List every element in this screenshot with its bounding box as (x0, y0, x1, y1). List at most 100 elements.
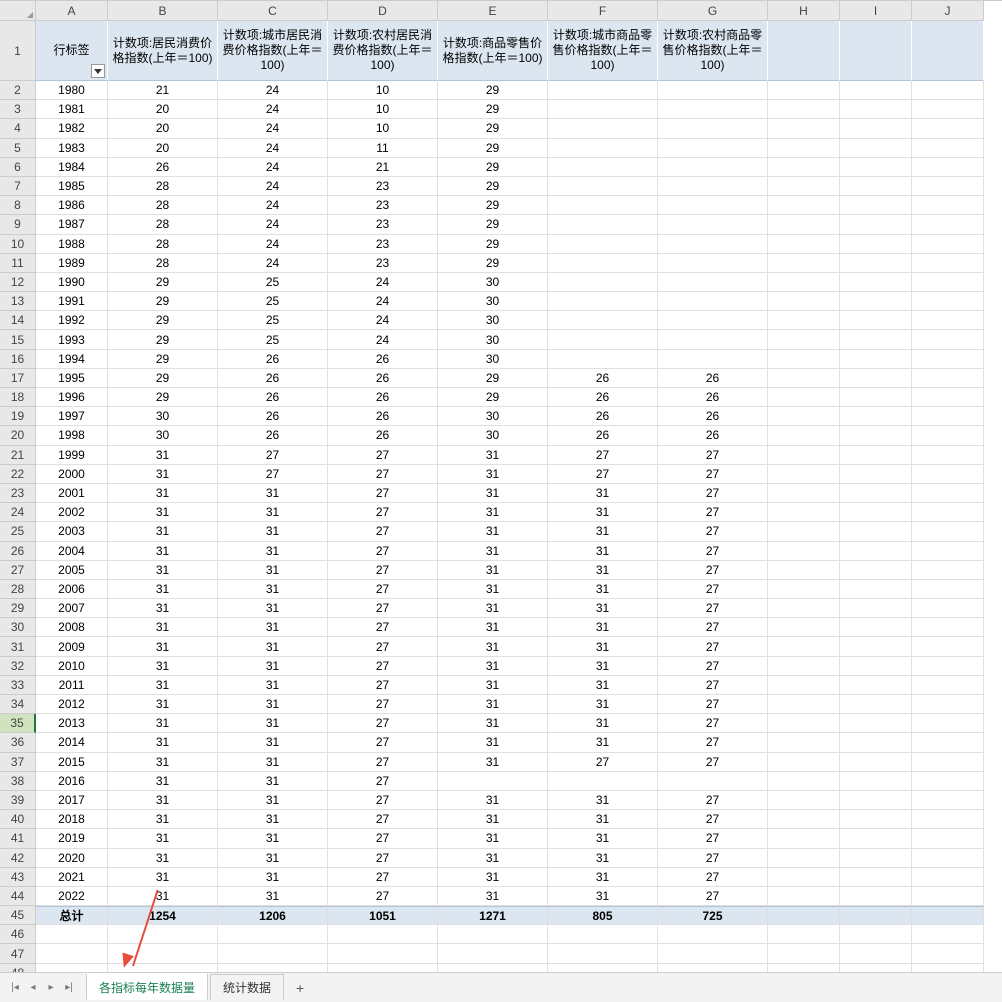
row-header-30[interactable]: 30 (0, 618, 36, 637)
data-cell[interactable]: 1994 (36, 350, 108, 369)
data-cell[interactable] (912, 676, 984, 695)
data-cell[interactable]: 27 (658, 599, 768, 618)
data-cell[interactable]: 2002 (36, 503, 108, 522)
data-cell[interactable] (548, 100, 658, 119)
data-cell[interactable]: 26 (218, 369, 328, 388)
data-cell[interactable]: 27 (658, 695, 768, 714)
data-cell[interactable]: 29 (108, 292, 218, 311)
row-header-41[interactable]: 41 (0, 829, 36, 848)
row-header-22[interactable]: 22 (0, 465, 36, 484)
data-cell[interactable]: 27 (328, 695, 438, 714)
data-cell[interactable] (840, 81, 912, 100)
data-cell[interactable]: 2000 (36, 465, 108, 484)
data-cell[interactable]: 2009 (36, 637, 108, 656)
data-cell[interactable]: 31 (108, 772, 218, 791)
data-cell[interactable]: 2007 (36, 599, 108, 618)
data-cell[interactable] (36, 944, 108, 963)
data-cell[interactable]: 27 (658, 542, 768, 561)
data-cell[interactable]: 28 (108, 235, 218, 254)
data-cell[interactable]: 29 (438, 100, 548, 119)
data-cell[interactable]: 725 (658, 906, 768, 925)
data-cell[interactable]: 1988 (36, 235, 108, 254)
data-cell[interactable]: 27 (658, 484, 768, 503)
data-cell[interactable]: 27 (658, 810, 768, 829)
data-cell[interactable] (658, 944, 768, 963)
data-cell[interactable]: 31 (548, 676, 658, 695)
data-cell[interactable]: 27 (658, 503, 768, 522)
data-cell[interactable] (768, 215, 840, 234)
data-cell[interactable]: 31 (438, 791, 548, 810)
data-cell[interactable]: 24 (328, 273, 438, 292)
data-cell[interactable] (658, 139, 768, 158)
data-cell[interactable]: 1999 (36, 446, 108, 465)
header-cell[interactable]: 计数项:城市商品零售价格指数(上年＝100) (548, 21, 658, 81)
data-cell[interactable]: 31 (438, 810, 548, 829)
data-cell[interactable] (912, 119, 984, 138)
data-cell[interactable]: 30 (438, 350, 548, 369)
row-header-35[interactable]: 35 (0, 714, 36, 733)
data-cell[interactable] (840, 407, 912, 426)
data-cell[interactable]: 27 (328, 599, 438, 618)
data-cell[interactable] (658, 311, 768, 330)
data-cell[interactable] (840, 235, 912, 254)
data-cell[interactable]: 24 (218, 235, 328, 254)
data-cell[interactable]: 24 (218, 100, 328, 119)
header-cell[interactable]: 计数项:农村商品零售价格指数(上年＝100) (658, 21, 768, 81)
data-cell[interactable] (768, 944, 840, 963)
data-cell[interactable]: 2005 (36, 561, 108, 580)
data-cell[interactable]: 31 (218, 695, 328, 714)
data-cell[interactable] (768, 964, 840, 972)
data-cell[interactable]: 31 (218, 753, 328, 772)
data-cell[interactable]: 31 (108, 484, 218, 503)
data-cell[interactable]: 31 (438, 542, 548, 561)
row-header-29[interactable]: 29 (0, 599, 36, 618)
data-cell[interactable] (548, 158, 658, 177)
data-cell[interactable] (840, 426, 912, 445)
column-header-J[interactable]: J (912, 1, 984, 21)
data-cell[interactable]: 31 (108, 810, 218, 829)
data-cell[interactable]: 25 (218, 273, 328, 292)
data-cell[interactable]: 23 (328, 215, 438, 234)
row-header-18[interactable]: 18 (0, 388, 36, 407)
row-header-12[interactable]: 12 (0, 273, 36, 292)
data-cell[interactable]: 2022 (36, 887, 108, 906)
data-cell[interactable] (912, 964, 984, 972)
data-cell[interactable] (840, 925, 912, 944)
data-cell[interactable]: 27 (658, 868, 768, 887)
data-cell[interactable] (912, 407, 984, 426)
data-cell[interactable]: 31 (548, 695, 658, 714)
data-cell[interactable] (840, 753, 912, 772)
data-cell[interactable]: 31 (438, 676, 548, 695)
data-cell[interactable]: 31 (218, 868, 328, 887)
header-cell[interactable] (912, 21, 984, 81)
data-cell[interactable] (438, 772, 548, 791)
data-cell[interactable]: 1985 (36, 177, 108, 196)
data-cell[interactable]: 31 (108, 637, 218, 656)
data-cell[interactable]: 27 (548, 465, 658, 484)
data-cell[interactable] (912, 849, 984, 868)
data-cell[interactable] (912, 906, 984, 925)
data-cell[interactable]: 1987 (36, 215, 108, 234)
data-cell[interactable]: 31 (438, 561, 548, 580)
data-cell[interactable]: 31 (218, 887, 328, 906)
data-cell[interactable] (548, 81, 658, 100)
data-cell[interactable]: 31 (108, 618, 218, 637)
data-cell[interactable]: 27 (658, 849, 768, 868)
data-cell[interactable]: 10 (328, 100, 438, 119)
data-cell[interactable] (548, 944, 658, 963)
sheet-tab[interactable]: 各指标每年数据量 (86, 973, 208, 1000)
row-header-14[interactable]: 14 (0, 311, 36, 330)
data-cell[interactable]: 31 (438, 733, 548, 752)
data-cell[interactable]: 2020 (36, 849, 108, 868)
data-cell[interactable]: 31 (218, 714, 328, 733)
data-cell[interactable] (768, 158, 840, 177)
data-cell[interactable] (912, 733, 984, 752)
data-cell[interactable] (840, 330, 912, 349)
data-cell[interactable]: 31 (218, 484, 328, 503)
data-cell[interactable] (912, 522, 984, 541)
data-cell[interactable] (768, 618, 840, 637)
data-cell[interactable]: 26 (218, 407, 328, 426)
data-cell[interactable]: 31 (548, 714, 658, 733)
data-cell[interactable] (912, 657, 984, 676)
data-cell[interactable]: 27 (328, 465, 438, 484)
